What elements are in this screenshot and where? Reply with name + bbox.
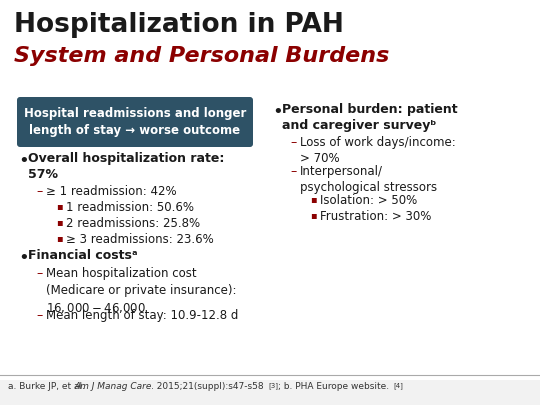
Text: [4]: [4] <box>393 382 403 389</box>
Text: ≥ 1 readmission: 42%: ≥ 1 readmission: 42% <box>46 185 177 198</box>
Text: Mean length of stay: 10.9-12.8 d: Mean length of stay: 10.9-12.8 d <box>46 309 238 322</box>
Text: ▪: ▪ <box>56 217 63 227</box>
Text: ▪: ▪ <box>310 194 316 204</box>
Text: Mean hospitalization cost
(Medicare or private insurance):
$16,000-$46,000: Mean hospitalization cost (Medicare or p… <box>46 267 237 315</box>
Text: Financial costsᵃ: Financial costsᵃ <box>28 249 138 262</box>
Bar <box>0 95 540 380</box>
Text: –: – <box>36 267 42 281</box>
Text: •: • <box>272 103 283 121</box>
Text: 2 readmissions: 25.8%: 2 readmissions: 25.8% <box>66 217 200 230</box>
Text: ▪: ▪ <box>56 233 63 243</box>
Text: –: – <box>290 136 296 149</box>
Text: Interpersonal/
psychological stressors: Interpersonal/ psychological stressors <box>300 165 437 194</box>
FancyBboxPatch shape <box>17 97 253 147</box>
Text: Overall hospitalization rate:
57%: Overall hospitalization rate: 57% <box>28 152 225 181</box>
Text: Loss of work days/income:
> 70%: Loss of work days/income: > 70% <box>300 136 456 166</box>
Text: ▪: ▪ <box>56 201 63 211</box>
Text: [3]: [3] <box>268 382 278 389</box>
Text: a. Burke JP, et al.: a. Burke JP, et al. <box>8 382 88 391</box>
Text: . 2015;21(suppl):s47-s58: . 2015;21(suppl):s47-s58 <box>151 382 264 391</box>
Text: Am J Manag Care: Am J Manag Care <box>74 382 151 391</box>
Text: –: – <box>36 185 42 198</box>
Text: ≥ 3 readmissions: 23.6%: ≥ 3 readmissions: 23.6% <box>66 233 214 246</box>
Text: •: • <box>18 152 29 170</box>
Text: Personal burden: patient
and caregiver surveyᵇ: Personal burden: patient and caregiver s… <box>282 103 457 132</box>
Text: System and Personal Burdens: System and Personal Burdens <box>14 46 389 66</box>
Text: Frustration: > 30%: Frustration: > 30% <box>320 210 431 223</box>
Text: ; b. PHA Europe website.: ; b. PHA Europe website. <box>278 382 389 391</box>
Text: –: – <box>36 309 42 322</box>
Text: Hospitalization in PAH: Hospitalization in PAH <box>14 12 344 38</box>
Text: 1 readmission: 50.6%: 1 readmission: 50.6% <box>66 201 194 214</box>
Text: –: – <box>290 165 296 178</box>
Bar <box>0 0 540 95</box>
Text: •: • <box>18 249 29 267</box>
Text: Hospital readmissions and longer
length of stay → worse outcome: Hospital readmissions and longer length … <box>24 107 246 137</box>
Text: Isolation: > 50%: Isolation: > 50% <box>320 194 417 207</box>
Text: ▪: ▪ <box>310 210 316 220</box>
